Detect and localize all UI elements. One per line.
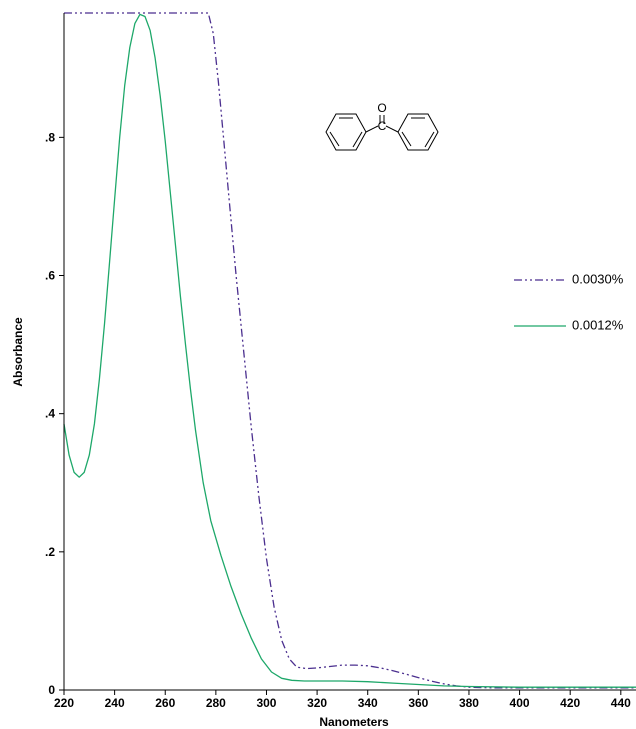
benzophenone-structure: O C [325,101,439,151]
x-ticks: 220 240 260 280 300 320 340 360 380 400 420 440 [54,690,631,710]
x-tick-label: 280 [206,696,226,710]
y-tick-label: .4 [45,407,55,421]
x-axis-title: Nanometers [319,715,389,729]
axes [63,13,636,691]
y-ticks: 0 .2 .4 .6 .8 [45,130,64,697]
y-tick-label: .2 [45,545,55,559]
left-benzene-ring [325,113,367,151]
right-carbonyl-bond [385,125,399,133]
x-tick-label: 360 [408,696,428,710]
y-tick-label: .8 [45,130,55,144]
legend: 0.0030% 0.0012% [514,271,624,332]
right-ring-inner-bond [401,131,412,147]
x-tick-label: 300 [256,696,276,710]
series-line-1 [63,13,636,688]
y-tick-label: .6 [45,269,55,283]
x-tick-label: 240 [105,696,125,710]
y-tick-label: 0 [48,683,55,697]
x-tick-label: 420 [560,696,580,710]
legend-label-0012: 0.0012% [572,317,624,332]
legend-label-0030: 0.0030% [572,271,624,286]
right-ring-inner-bond [424,131,435,148]
x-tick-label: 380 [459,696,479,710]
plot-lines [63,12,636,689]
right-benzene-ring [397,113,439,151]
left-ring-inner-bond [329,131,340,147]
left-ring-inner-bond [352,131,363,148]
carbon-label: C [378,119,387,133]
x-tick-label: 320 [307,696,327,710]
x-tick-label: 220 [54,696,74,710]
oxygen-label: O [377,101,386,115]
left-carbonyl-bond [365,125,379,133]
series-line-0 [64,12,636,689]
y-axis-title: Absorbance [11,317,25,387]
x-tick-label: 260 [155,696,175,710]
x-tick-label: 400 [510,696,530,710]
x-tick-label: 440 [611,696,631,710]
x-tick-label: 340 [358,696,378,710]
